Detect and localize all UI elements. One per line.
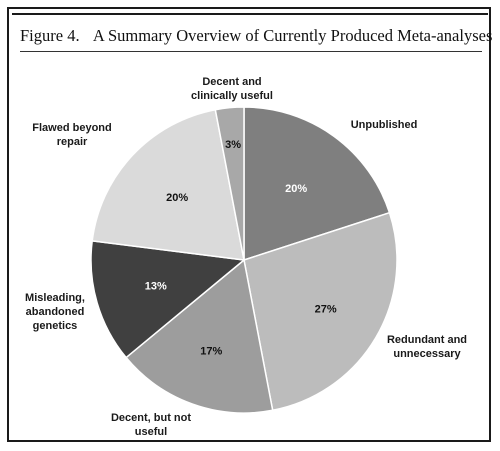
pie-slice [90,239,246,359]
percent-label: 3% [225,139,241,151]
category-label: Decent and clinically useful [191,76,273,102]
category-label-line: Decent, but not [111,412,191,424]
percent-label: 13% [145,281,167,293]
category-label-line: repair [57,136,88,148]
percent-label: 27% [315,303,337,315]
pie-slice [125,258,274,414]
category-label-line: abandoned [26,306,85,318]
percent-labels: 20% 27% 17% 13% 20% 3% [145,139,337,358]
category-label: Unpublished [351,119,418,131]
pie-slice [214,106,245,261]
category-label-line: Misleading, [25,292,85,304]
figure-caption: Figure 4. A Summary Overview of Currentl… [20,26,492,46]
percent-label: 20% [285,183,307,195]
category-label-line: Unpublished [351,119,418,131]
pie-slice [243,211,398,412]
category-label-line: Decent and [202,76,261,88]
category-label: Misleading, abandoned genetics [25,292,85,332]
pie-slice [91,108,245,261]
category-label-line: useful [135,426,167,438]
caption-rule [20,51,482,52]
pie-slices [90,106,398,414]
category-labels: Unpublished Redundant and unnecessary Decen… [25,76,467,438]
category-label: Decent, but not useful [111,412,191,438]
figure-number: Figure 4. [20,26,80,45]
category-label-line: Redundant and [387,334,467,346]
percent-label: 17% [200,346,222,358]
category-label: Redundant and unnecessary [387,334,467,360]
figure-frame [7,7,491,442]
percent-label: 20% [166,192,188,204]
figure-title: A Summary Overview of Currently Produced… [92,26,493,45]
category-label-line: unnecessary [393,348,461,360]
category-label: Flawed beyond repair [32,122,111,148]
category-label-line: genetics [33,320,78,332]
pie-slice [243,106,391,262]
top-rule [12,13,488,15]
category-label-line: clinically useful [191,90,273,102]
category-label-line: Flawed beyond [32,122,111,134]
